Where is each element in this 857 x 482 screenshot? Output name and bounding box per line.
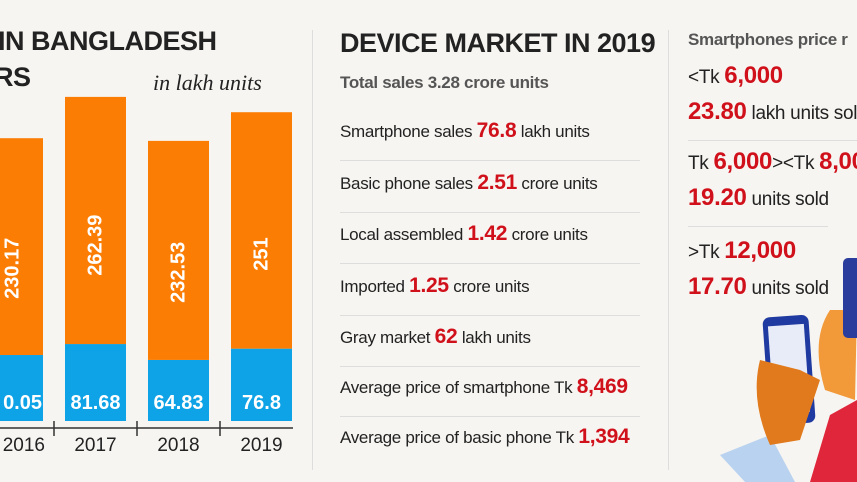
market-row: Gray market 62 lakh units bbox=[340, 325, 531, 349]
market-row: Average price of basic phone Tk 1,394 bbox=[340, 425, 630, 449]
x-tick-label: 2017 bbox=[74, 435, 116, 456]
row-unit: lakh units bbox=[516, 122, 590, 141]
tier-sep: ><Tk bbox=[772, 153, 820, 174]
divider bbox=[668, 30, 669, 470]
row-value: 62 bbox=[434, 325, 458, 348]
tier-price: 12,000 bbox=[724, 237, 796, 264]
row-value: 1.25 bbox=[409, 274, 449, 297]
row-label: Average price of smartphone Tk bbox=[340, 378, 577, 397]
row-label: Imported bbox=[340, 277, 410, 296]
unit-note: in lakh units bbox=[153, 70, 262, 95]
divider bbox=[340, 263, 640, 264]
divider bbox=[688, 226, 828, 227]
bar-basic-phone bbox=[148, 140, 209, 360]
row-value: 76.8 bbox=[476, 119, 517, 142]
tier-prefix: >Tk bbox=[688, 242, 725, 263]
bar-basic-phone bbox=[65, 96, 126, 345]
market-row: Average price of smartphone Tk 8,469 bbox=[340, 375, 628, 399]
x-tick-label: 2018 bbox=[157, 435, 199, 456]
divider bbox=[340, 160, 640, 161]
row-unit: crore units bbox=[448, 277, 530, 296]
row-value: 8,469 bbox=[576, 375, 628, 398]
tier-units-label: lakh units sold bbox=[746, 103, 857, 124]
divider bbox=[340, 366, 640, 367]
market-row: Imported 1.25 crore units bbox=[340, 274, 530, 298]
tier-prefix: Tk bbox=[688, 153, 714, 174]
data-label: 230.17 bbox=[2, 238, 24, 299]
stacked-bar-chart: 0.05 230.17 2016 81.68 262.39 2017 64.83 232.53… bbox=[0, 96, 293, 456]
tier-units-label: units sold bbox=[746, 189, 830, 210]
tier-units: 19.20 bbox=[688, 184, 747, 211]
x-tick-label: 2019 bbox=[240, 435, 282, 456]
divider bbox=[340, 315, 640, 316]
tier-price-max: 8,000 bbox=[819, 148, 857, 175]
data-label: 76.8 bbox=[242, 392, 281, 414]
tier-units: 23.80 bbox=[688, 98, 747, 125]
row-label: Local assembled bbox=[340, 225, 468, 244]
tier-price: 6,000 bbox=[724, 62, 783, 89]
market-row: Basic phone sales 2.51 crore units bbox=[340, 171, 598, 195]
row-unit: crore units bbox=[517, 174, 598, 193]
row-label: Smartphone sales bbox=[340, 122, 477, 141]
data-label: 64.83 bbox=[153, 392, 203, 414]
market-row: Local assembled 1.42 crore units bbox=[340, 222, 588, 246]
row-label: Average price of basic phone Tk bbox=[340, 428, 579, 447]
divider bbox=[340, 212, 640, 213]
row-label: Basic phone sales bbox=[340, 174, 478, 193]
data-label: 81.68 bbox=[70, 392, 120, 414]
divider bbox=[312, 30, 313, 470]
data-label: 262.39 bbox=[85, 215, 107, 276]
divider bbox=[688, 140, 857, 141]
bar-smartphone bbox=[231, 348, 292, 421]
divider bbox=[340, 416, 640, 417]
row-value: 2.51 bbox=[477, 171, 517, 194]
tier-units-label: units sold bbox=[746, 278, 830, 299]
data-label: 232.53 bbox=[168, 242, 190, 303]
hands-holding-phones-illustration bbox=[720, 258, 857, 482]
data-label: 0.05 bbox=[3, 392, 42, 414]
row-value: 1.42 bbox=[467, 222, 508, 245]
market-row: Smartphone sales 76.8 lakh units bbox=[340, 119, 590, 143]
total-sales: Total sales 3.28 crore units bbox=[340, 73, 549, 92]
price-title: Smartphones price r bbox=[688, 30, 848, 49]
bar-basic-phone bbox=[231, 112, 292, 349]
bar-basic-phone bbox=[0, 138, 43, 356]
tier-price: 6,000 bbox=[713, 148, 773, 175]
row-unit: crore units bbox=[507, 225, 588, 244]
chart-title: IN BANGLADESH bbox=[0, 26, 217, 56]
bar-smartphone bbox=[65, 344, 126, 421]
x-tick-label: 2016 bbox=[3, 435, 45, 456]
row-label: Gray market bbox=[340, 328, 435, 347]
market-title: DEVICE MARKET IN 2019 bbox=[340, 28, 656, 58]
chart-title-line2: RS bbox=[0, 62, 31, 92]
row-unit: lakh units bbox=[457, 328, 531, 347]
row-value: 1,394 bbox=[578, 425, 630, 448]
tier-prefix: <Tk bbox=[688, 67, 725, 88]
bar-smartphone bbox=[0, 355, 43, 421]
bar-smartphone bbox=[148, 359, 209, 421]
data-label: 251 bbox=[251, 237, 273, 270]
tier-units: 17.70 bbox=[688, 273, 747, 300]
